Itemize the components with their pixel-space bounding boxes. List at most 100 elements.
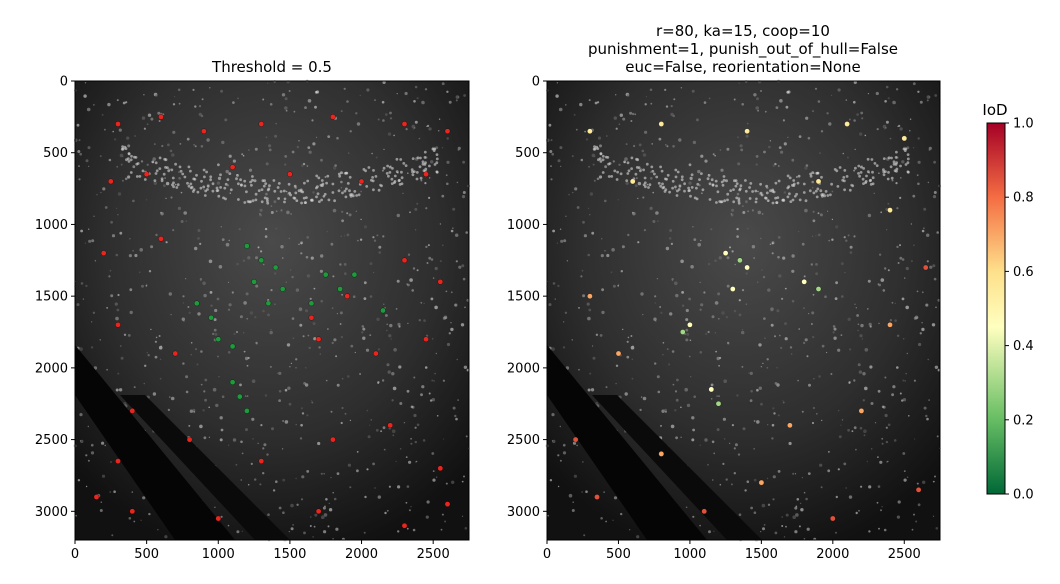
left-texture-speck [336, 136, 339, 140]
right-texture-speck [636, 158, 640, 162]
right-texture-speck [785, 105, 789, 109]
right-texture-speck [607, 162, 610, 166]
right-texture-speck [921, 327, 925, 332]
right-plot-point [658, 121, 665, 127]
right-texture-speck [853, 379, 856, 382]
left-texture-speck [322, 195, 326, 198]
right-texture-speck [857, 172, 860, 175]
left-texture-speck [165, 241, 168, 244]
left-texture-speck [200, 279, 202, 282]
right-texture-speck [836, 185, 840, 188]
left-texture-speck [123, 333, 127, 336]
right-texture-speck [669, 229, 673, 232]
right-texture-speck [856, 314, 859, 317]
left-texture-speck [194, 246, 198, 251]
right-texture-speck [769, 140, 772, 142]
right-texture-speck [763, 317, 766, 320]
right-texture-speck [708, 182, 712, 186]
right-texture-speck [760, 237, 762, 240]
left-texture-speck [409, 211, 411, 214]
left-texture-speck [348, 189, 351, 193]
left-texture-speck [208, 436, 211, 438]
left-texture-speck [434, 305, 438, 310]
right-texture-speck [826, 194, 830, 197]
left-texture-speck [104, 128, 106, 131]
left-texture-speck [203, 188, 205, 191]
right-texture-speck [762, 527, 765, 531]
right-y-tick-label: 2500 [507, 433, 540, 448]
right-texture-speck [559, 425, 561, 428]
left-texture-speck [430, 297, 434, 301]
left-texture-speck [458, 265, 462, 269]
right-plot-dark-road [547, 345, 707, 540]
left-texture-speck [346, 182, 350, 185]
right-texture-speck [716, 428, 720, 432]
right-texture-speck [835, 225, 839, 229]
right-texture-speck [915, 316, 919, 320]
left-texture-speck [187, 184, 191, 188]
left-plot-point [308, 300, 315, 307]
left-texture-speck [302, 335, 305, 338]
left-x-tick-label: 2000 [345, 547, 378, 562]
left-texture-speck [391, 167, 394, 170]
left-plot-point [387, 422, 393, 429]
right-texture-speck [906, 157, 910, 161]
right-texture-speck [669, 312, 673, 316]
left-texture-speck [400, 170, 403, 174]
left-texture-speck [144, 364, 147, 367]
left-texture-speck [461, 264, 465, 268]
right-texture-speck [576, 206, 580, 209]
left-texture-speck [395, 157, 399, 161]
left-texture-speck [127, 175, 131, 179]
left-texture-speck [307, 146, 311, 150]
right-texture-speck [881, 437, 884, 440]
left-texture-speck [332, 275, 335, 278]
right-texture-speck [913, 513, 915, 516]
right-plot-axes: 0 500 1000 1500 2000 250005001000150020002500… [507, 75, 921, 563]
right-texture-speck [680, 178, 684, 182]
right-texture-speck [733, 447, 736, 450]
right-texture-speck [772, 190, 776, 194]
left-texture-speck [282, 511, 285, 514]
left-texture-speck [189, 409, 194, 413]
left-texture-speck [242, 259, 246, 263]
left-texture-speck [444, 520, 447, 523]
right-texture-speck [831, 238, 834, 241]
right-texture-speck [934, 475, 936, 478]
right-texture-speck [837, 468, 840, 471]
right-plot-point [722, 250, 729, 256]
right-texture-speck [887, 202, 890, 205]
right-texture-speck [926, 233, 930, 237]
right-texture-speck [845, 175, 849, 178]
left-texture-speck [293, 184, 297, 188]
left-texture-speck [157, 111, 161, 115]
left-texture-speck [388, 165, 392, 169]
left-texture-speck [260, 424, 263, 427]
right-texture-speck [593, 147, 597, 151]
left-texture-speck [397, 530, 400, 533]
right-texture-speck [763, 150, 766, 154]
left-texture-speck [435, 476, 438, 479]
right-texture-speck [625, 181, 629, 185]
right-texture-speck [771, 201, 775, 205]
left-texture-speck [303, 531, 306, 535]
left-texture-speck [321, 184, 324, 188]
left-texture-speck [461, 480, 464, 483]
left-texture-speck [416, 423, 420, 427]
left-texture-speck [123, 402, 127, 405]
right-texture-speck [895, 150, 898, 154]
right-texture-speck [671, 186, 674, 190]
left-texture-speck [385, 314, 388, 317]
left-texture-speck [182, 302, 185, 304]
left-texture-speck [265, 162, 269, 166]
right-texture-speck [899, 392, 902, 395]
right-texture-speck [801, 476, 804, 479]
right-texture-speck [641, 149, 645, 153]
left-texture-speck [245, 428, 248, 432]
right-plot-point [922, 264, 929, 271]
right-texture-speck [735, 196, 739, 200]
right-texture-speck [592, 163, 595, 166]
left-texture-speck [430, 160, 434, 164]
left-texture-speck [133, 520, 136, 523]
left-plot-point [265, 300, 272, 307]
